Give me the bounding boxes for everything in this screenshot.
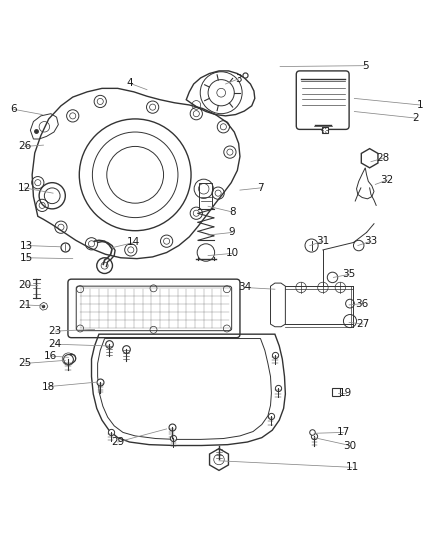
Text: 18: 18 bbox=[42, 382, 55, 392]
Text: 2: 2 bbox=[412, 113, 419, 123]
Bar bbox=[199, 183, 212, 209]
Text: 28: 28 bbox=[376, 153, 389, 163]
Text: 3: 3 bbox=[235, 74, 242, 84]
Text: 17: 17 bbox=[337, 427, 350, 438]
Text: 14: 14 bbox=[127, 238, 141, 247]
Text: 34: 34 bbox=[238, 282, 251, 293]
Text: 11: 11 bbox=[346, 462, 359, 472]
Text: 23: 23 bbox=[49, 326, 62, 336]
Text: 24: 24 bbox=[49, 339, 62, 349]
Text: 8: 8 bbox=[229, 207, 235, 217]
Text: 6: 6 bbox=[11, 104, 17, 114]
Text: 19: 19 bbox=[339, 388, 352, 398]
Text: 36: 36 bbox=[356, 298, 369, 309]
Text: 29: 29 bbox=[111, 437, 124, 447]
Text: 26: 26 bbox=[18, 141, 32, 151]
Text: 10: 10 bbox=[226, 248, 239, 259]
Text: 21: 21 bbox=[18, 300, 32, 310]
Text: 7: 7 bbox=[257, 183, 264, 193]
Text: 31: 31 bbox=[316, 236, 329, 246]
Text: 27: 27 bbox=[357, 319, 370, 329]
Text: 16: 16 bbox=[44, 351, 57, 361]
Text: 25: 25 bbox=[18, 358, 32, 368]
Text: 1: 1 bbox=[417, 100, 423, 110]
Text: 32: 32 bbox=[381, 175, 394, 185]
Text: 4: 4 bbox=[126, 78, 133, 88]
Text: 35: 35 bbox=[343, 269, 356, 279]
Text: 13: 13 bbox=[20, 240, 34, 251]
Text: 30: 30 bbox=[343, 440, 357, 450]
Text: 12: 12 bbox=[18, 183, 32, 193]
Text: 20: 20 bbox=[18, 280, 31, 290]
Text: 33: 33 bbox=[364, 236, 378, 246]
Text: 5: 5 bbox=[362, 61, 369, 71]
Text: 15: 15 bbox=[20, 253, 34, 263]
Text: 9: 9 bbox=[229, 228, 235, 237]
